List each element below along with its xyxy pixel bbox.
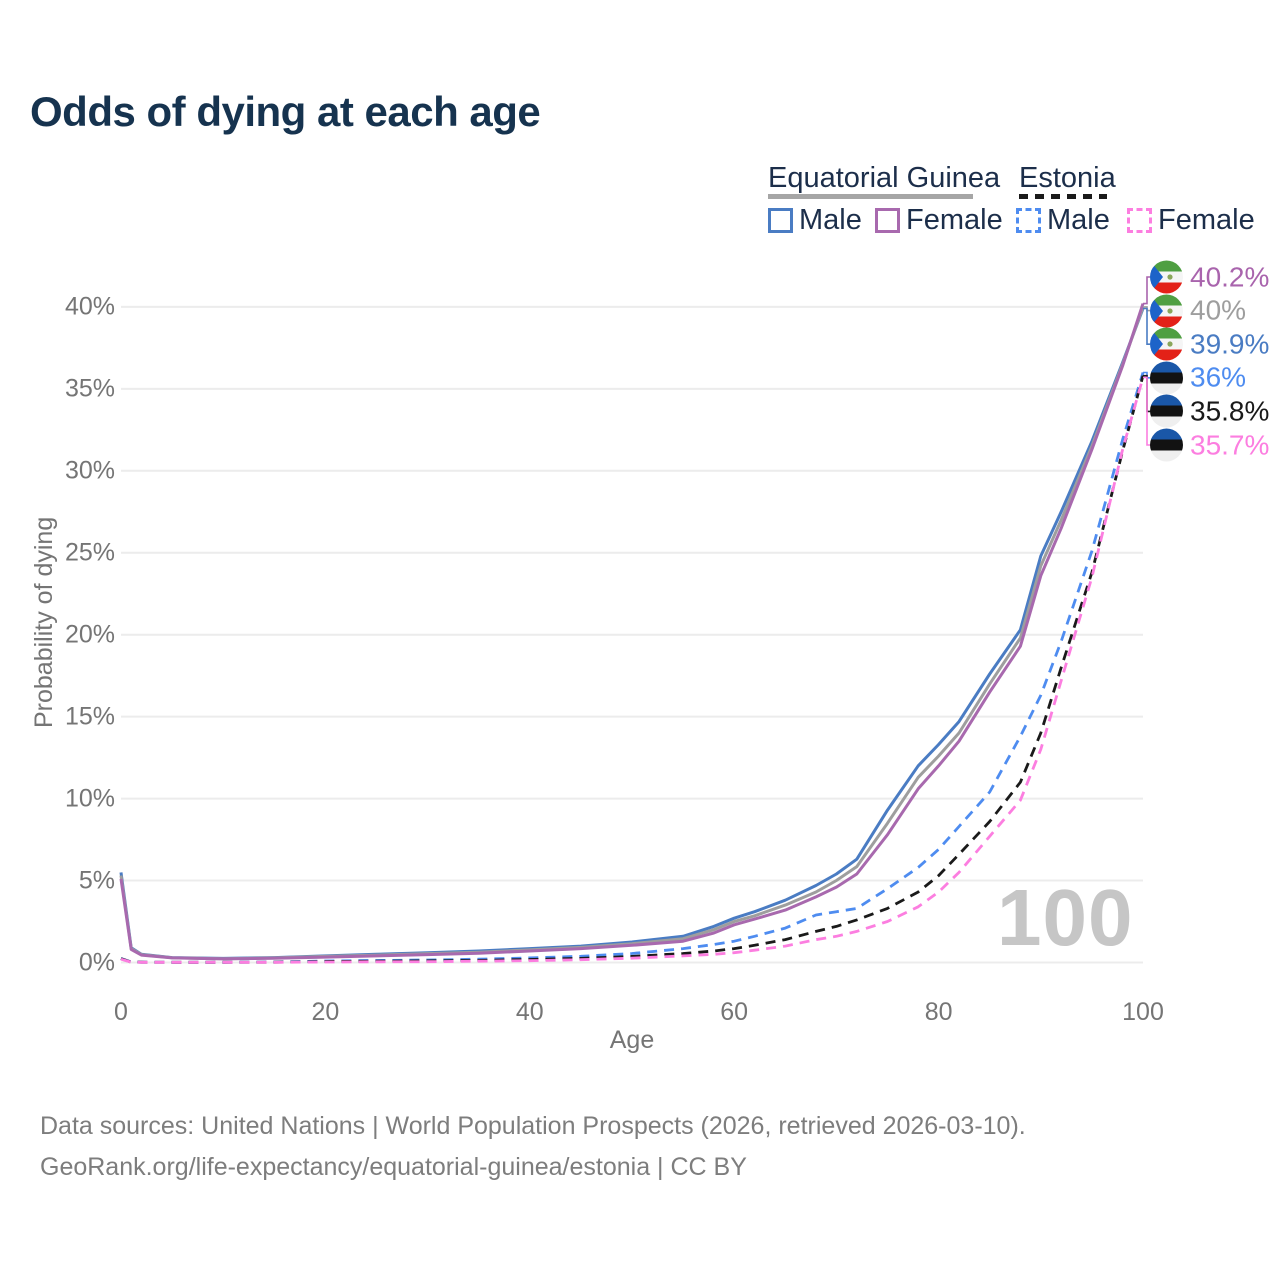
end-label[interactable]: 35.7% bbox=[1150, 428, 1270, 462]
legend-swatch-ee-female-icon bbox=[1127, 208, 1152, 233]
x-tick-label: 80 bbox=[924, 998, 953, 1026]
end-label-value: 35.8% bbox=[1190, 395, 1270, 427]
end-label[interactable]: 35.8% bbox=[1150, 394, 1270, 428]
end-label-value: 35.7% bbox=[1190, 429, 1270, 460]
x-tick-label: 60 bbox=[720, 998, 749, 1026]
legend-item-eq-male[interactable]: Male bbox=[768, 204, 862, 237]
legend-label-ee-female: Female bbox=[1158, 204, 1255, 236]
y-tick-label: 20% bbox=[64, 620, 115, 649]
end-label-connector bbox=[1143, 276, 1151, 305]
legend-group-estonia[interactable]: Estonia bbox=[1019, 162, 1116, 194]
y-tick-label: 30% bbox=[64, 456, 115, 485]
y-tick-label: 35% bbox=[64, 374, 115, 403]
end-label-value: 40.2% bbox=[1190, 261, 1270, 292]
y-tick-label: 40% bbox=[64, 292, 115, 321]
series-line-estonia-both[interactable] bbox=[120, 375, 1145, 964]
end-label-value: 39.9% bbox=[1190, 328, 1270, 360]
series-line-equatorial-guinea-male[interactable] bbox=[119, 307, 1145, 960]
end-label-connector bbox=[1143, 307, 1151, 345]
watermark-age-100: 100 bbox=[997, 873, 1134, 962]
x-tick-label: 100 bbox=[1122, 998, 1164, 1026]
y-tick-label: 25% bbox=[64, 538, 115, 567]
y-tick-label: 0% bbox=[78, 948, 115, 976]
end-label-connector bbox=[1143, 376, 1151, 446]
footer-attribution[interactable]: GeoRank.org/life-expectancy/equatorial-g… bbox=[40, 1153, 747, 1181]
legend-swatch-eq-female-icon bbox=[875, 208, 900, 233]
legend-underline-equatorial-guinea bbox=[768, 194, 973, 199]
series-line-equatorial-guinea-both[interactable] bbox=[119, 306, 1145, 961]
y-axis-title: Probability of dying bbox=[30, 516, 58, 728]
estonia-flag-icon bbox=[1150, 361, 1183, 395]
y-tick-label: 10% bbox=[64, 784, 115, 813]
footer: Data sources: United Nations | World Pop… bbox=[40, 1106, 1026, 1188]
estonia-flag-icon bbox=[1150, 428, 1183, 462]
legend-group-equatorial-guinea[interactable]: Equatorial Guinea bbox=[768, 162, 1001, 194]
x-tick-label: 0 bbox=[114, 998, 128, 1026]
series-line-estonia-male[interactable] bbox=[120, 372, 1145, 964]
footer-sources: Data sources: United Nations | World Pop… bbox=[40, 1112, 1026, 1140]
legend-swatch-eq-male-icon bbox=[768, 208, 793, 233]
end-label[interactable]: 40% bbox=[1150, 294, 1247, 328]
end-label-value: 40% bbox=[1190, 294, 1247, 326]
legend-item-ee-male[interactable]: Male bbox=[1016, 204, 1110, 237]
legend-label-ee-male: Male bbox=[1047, 204, 1110, 236]
series-line-estonia-female[interactable] bbox=[120, 377, 1145, 964]
equatorial-guinea-flag-icon bbox=[1150, 294, 1183, 328]
legend-item-ee-female[interactable]: Female bbox=[1127, 204, 1255, 237]
end-label[interactable]: 36% bbox=[1150, 361, 1247, 395]
y-tick-label: 5% bbox=[78, 866, 115, 895]
estonia-flag-icon bbox=[1150, 394, 1183, 428]
equatorial-guinea-flag-icon bbox=[1150, 327, 1183, 361]
chart-title: Odds of dying at each age bbox=[30, 88, 541, 135]
y-tick-label: 15% bbox=[64, 702, 115, 731]
equatorial-guinea-flag-icon bbox=[1150, 260, 1183, 294]
legend-label-eq-male: Male bbox=[799, 204, 862, 236]
x-tick-label: 40 bbox=[515, 998, 544, 1026]
x-axis-title: Age bbox=[609, 1026, 655, 1054]
end-label-value: 36% bbox=[1190, 361, 1247, 393]
legend-label-eq-female: Female bbox=[906, 204, 1003, 236]
series-line-equatorial-guinea-female[interactable] bbox=[119, 303, 1145, 961]
x-tick-label: 20 bbox=[311, 998, 340, 1026]
legend-underline-estonia bbox=[1019, 194, 1107, 199]
end-label[interactable]: 40.2% bbox=[1150, 260, 1270, 294]
legend-item-eq-female[interactable]: Female bbox=[875, 204, 1003, 237]
end-label[interactable]: 39.9% bbox=[1150, 327, 1270, 361]
legend-swatch-ee-male-icon bbox=[1016, 208, 1041, 233]
